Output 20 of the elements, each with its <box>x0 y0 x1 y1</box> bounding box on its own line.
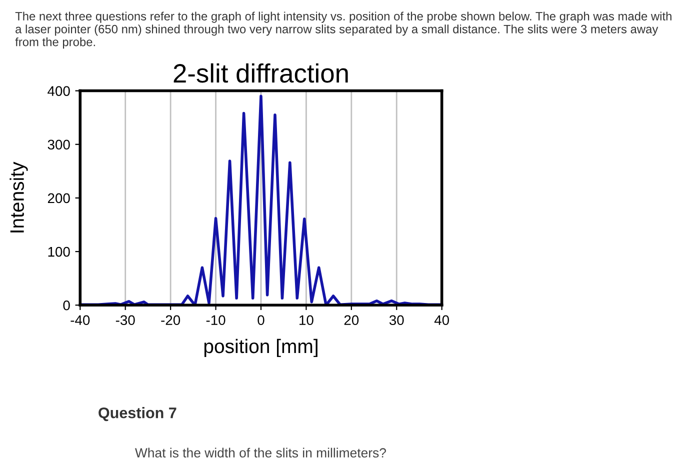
chart-title: 2-slit diffraction <box>174 63 348 83</box>
x-axis-title: position [mm] <box>204 338 318 358</box>
x-tick-label: 0 <box>258 315 264 326</box>
y-tick-label: 300 <box>48 140 70 150</box>
x-tick-label: -40 <box>70 315 90 326</box>
y-tick-label: 400 <box>48 86 70 96</box>
x-tick-label: 30 <box>389 315 404 326</box>
x-tick-label: -10 <box>206 315 226 326</box>
x-tick-label: -20 <box>161 315 180 326</box>
y-axis-title: Intensity <box>10 162 28 232</box>
text: The next three questions refer to the graph of light intensity vs. position of the probe shown below. The graph was made with a laser pointer (650 nm) shined through two very narrow slits separated by a small distance. The slits were 3 meters away from the probe. <box>15 12 672 49</box>
y-tick-label: 0 <box>63 300 70 310</box>
text: What is the width of the slits in millimeters? <box>135 448 386 458</box>
text: Question 7 <box>98 407 176 422</box>
y-tick-label: 100 <box>48 246 70 257</box>
x-tick-label: 10 <box>300 315 314 326</box>
x-tick-label: 40 <box>434 315 450 326</box>
x-tick-label: -30 <box>116 315 135 326</box>
x-tick-label: 20 <box>344 315 359 326</box>
y-tick-label: 200 <box>48 193 70 204</box>
